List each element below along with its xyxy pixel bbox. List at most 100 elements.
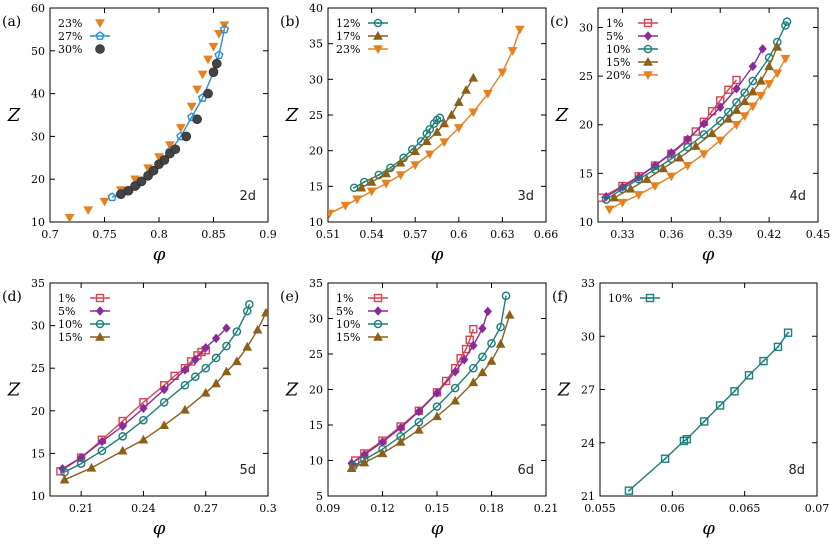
data-point <box>148 165 159 176</box>
plot-frame <box>599 282 818 497</box>
legend-marker <box>373 293 383 303</box>
data-point <box>214 29 224 39</box>
legend-marker <box>643 44 653 54</box>
data-point <box>424 150 435 160</box>
dimension-label: 3d <box>517 189 534 204</box>
data-point <box>181 131 192 142</box>
data-point <box>377 448 388 458</box>
data-point <box>748 76 758 86</box>
data-point <box>624 486 634 495</box>
plot-area <box>346 291 515 473</box>
legend-label: 17% <box>336 30 360 43</box>
data-point <box>421 136 432 146</box>
data-point <box>682 161 693 171</box>
x-tick-label: 0.42 <box>757 228 782 241</box>
data-point <box>446 109 457 119</box>
data-point <box>617 198 628 208</box>
legend-marker <box>95 306 105 316</box>
data-point <box>425 124 435 134</box>
data-point <box>165 141 175 150</box>
data-point <box>76 459 86 468</box>
data-point <box>495 339 506 348</box>
plot-area <box>328 25 525 219</box>
y-tick-label: 30 <box>581 330 595 343</box>
x-tick-label: 0.065 <box>729 502 761 515</box>
legend-label: 15% <box>606 56 630 69</box>
data-point <box>658 163 669 173</box>
y-tick-label: 30 <box>31 320 45 333</box>
data-point <box>211 353 221 363</box>
data-point <box>221 366 232 376</box>
data-point <box>159 397 169 407</box>
data-point <box>180 380 190 390</box>
legend-marker <box>373 306 383 316</box>
data-point <box>86 462 97 472</box>
data-point <box>413 424 424 434</box>
data-point <box>486 356 497 365</box>
series-17pct <box>356 72 479 192</box>
data-point <box>439 138 450 148</box>
y-tick-label: 50 <box>31 45 45 58</box>
data-point <box>674 152 685 162</box>
y-tick-label: 27 <box>581 384 595 397</box>
data-point <box>740 88 749 97</box>
data-point <box>97 446 107 456</box>
data-point <box>756 75 766 85</box>
data-point <box>410 161 421 170</box>
data-point <box>468 377 479 387</box>
legend-label: 1% <box>58 292 75 305</box>
x-tick-label: 0.85 <box>201 228 226 241</box>
data-point <box>625 183 636 193</box>
y-tick-label: 60 <box>31 2 45 15</box>
data-point <box>346 463 357 473</box>
y-tick-label: 30 <box>31 130 45 143</box>
x-tick-label: 0.36 <box>659 228 684 241</box>
x-tick-label: 0.12 <box>370 502 395 515</box>
y-tick-label: 35 <box>31 277 45 290</box>
x-axis-label: φ <box>702 518 715 539</box>
data-point <box>690 141 701 150</box>
data-point <box>170 144 181 155</box>
x-tick-label: 0.15 <box>425 502 450 515</box>
legend-marker <box>95 319 105 329</box>
data-point <box>59 474 70 484</box>
y-tick-label: 10 <box>31 216 45 229</box>
data-point <box>381 168 391 178</box>
data-point <box>764 61 774 71</box>
data-point <box>450 395 461 405</box>
legend-marker <box>95 293 105 303</box>
y-axis-label: Z <box>7 105 21 126</box>
data-point <box>478 352 487 362</box>
legend-label: 5% <box>336 305 353 318</box>
legend-marker <box>373 30 383 40</box>
legend-label: 10% <box>608 292 632 305</box>
data-point <box>739 112 750 122</box>
y-tick-label: 40 <box>309 2 323 15</box>
x-tick-label: 0.07 <box>805 502 830 515</box>
data-point <box>118 421 127 431</box>
data-point <box>682 435 691 444</box>
data-point <box>744 371 754 380</box>
data-point <box>349 183 359 193</box>
data-point <box>497 68 508 78</box>
data-point <box>715 136 726 146</box>
x-tick-label: 0.39 <box>708 228 733 241</box>
legend-label: 10% <box>336 318 360 331</box>
data-point <box>782 17 792 26</box>
legend-marker <box>373 331 383 341</box>
x-axis-label: φ <box>431 244 444 265</box>
panel-1: 0.7 0.75 0.8 0.85 0.9 10 20 30 40 50 60 φ Z (a) 2d 23%2… <box>2 2 277 265</box>
data-point <box>601 195 611 204</box>
data-point <box>731 121 742 130</box>
data-point <box>99 197 110 207</box>
series-15pct <box>609 41 783 202</box>
data-point <box>501 291 511 301</box>
x-tick-label: 0.75 <box>92 228 117 241</box>
data-point <box>328 209 335 219</box>
data-point <box>465 335 474 344</box>
data-point <box>261 307 268 317</box>
data-point <box>395 437 406 446</box>
data-point <box>483 89 493 99</box>
panel-tag: (b) <box>280 14 300 30</box>
panel-3: 0.33 0.36 0.39 0.42 0.45 10 15 20 25 30 φ Z (c) 4d 1%5… <box>550 7 830 265</box>
